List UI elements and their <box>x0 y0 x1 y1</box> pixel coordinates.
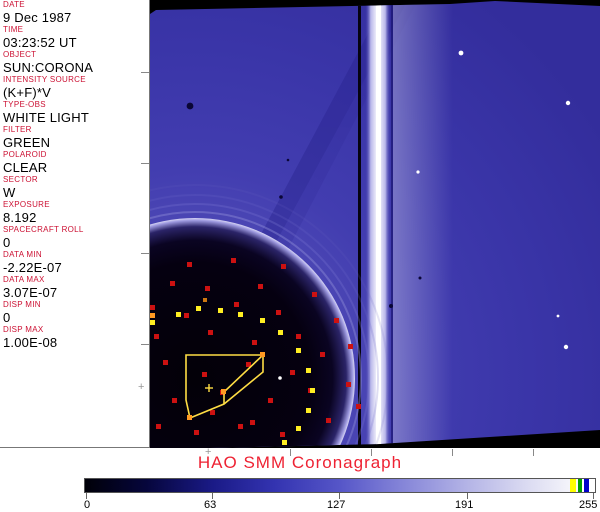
colorbar: 0 63 127 191 255 <box>84 478 598 512</box>
axis-tick-left-1 <box>141 72 149 73</box>
metadata-field-time: TIME 03:23:52 UT <box>0 25 149 50</box>
colorbar-label-255: 255 <box>579 499 598 511</box>
metadata-field-data-max: DATA MAX 3.07E-07 <box>0 275 149 300</box>
field-value: 03:23:52 UT <box>3 35 77 50</box>
dark-specks <box>186 102 422 308</box>
field-label: TYPE-OBS <box>3 100 46 109</box>
measurement-outline <box>185 354 264 420</box>
axis-tick-bottom-2 <box>371 449 372 456</box>
field-value: 9 Dec 1987 <box>3 10 72 25</box>
colorbar-label-0: 0 <box>84 499 91 511</box>
field-label: TIME <box>3 25 24 34</box>
axis-tick-bottom-center: + <box>205 446 212 458</box>
field-label: DATE <box>3 0 25 9</box>
field-value: W <box>3 185 16 200</box>
axis-tick-left-3 <box>141 253 149 254</box>
metadata-field-filter: FILTER GREEN <box>0 125 149 150</box>
metadata-sidebar: DATE 9 Dec 1987 TIME 03:23:52 UT OBJECT … <box>0 0 150 448</box>
field-label: SPACECRAFT ROLL <box>3 225 84 234</box>
field-label: EXPOSURE <box>3 200 50 209</box>
field-label: POLAROID <box>3 150 47 159</box>
colorbar-end-band-green <box>578 479 582 492</box>
axis-tick-bottom-4 <box>533 449 534 456</box>
centroid-crosshair <box>205 384 213 392</box>
metadata-field-sector: SECTOR W <box>0 175 149 200</box>
colorbar-tick <box>212 493 213 499</box>
colorbar-label-127: 127 <box>327 499 346 511</box>
axis-tick-left-center: + <box>138 381 145 393</box>
field-value: GREEN <box>3 135 51 150</box>
colorbar-label-191: 191 <box>455 499 474 511</box>
field-label: DISP MIN <box>3 300 41 309</box>
field-value: 1.00E-08 <box>3 335 58 350</box>
field-value: 0 <box>3 310 11 325</box>
field-label: DATA MIN <box>3 250 42 259</box>
metadata-field-object: OBJECT SUN:CORONA <box>0 50 149 75</box>
colorbar-tick <box>467 493 468 499</box>
field-value: 8.192 <box>3 210 37 225</box>
metadata-field-spacecraft-roll: SPACECRAFT ROLL 0 <box>0 225 149 250</box>
field-value: CLEAR <box>3 160 48 175</box>
diffraction-rings <box>150 184 389 448</box>
pylon-dark-line <box>358 1 361 448</box>
field-value: 3.07E-07 <box>3 285 58 300</box>
marker-yellow-group <box>150 306 315 445</box>
field-value: (K+F)*V <box>3 85 51 100</box>
occulting-disk <box>150 218 355 448</box>
field-label: INTENSITY SOURCE <box>3 75 86 84</box>
field-value: 0 <box>3 235 11 250</box>
metadata-field-polaroid: POLAROID CLEAR <box>0 150 149 175</box>
page-title: HAO SMM Coronagraph <box>197 453 403 472</box>
colorbar-ramp <box>84 478 596 493</box>
metadata-field-date: DATE 9 Dec 1987 <box>0 0 149 25</box>
metadata-field-data-min: DATA MIN -2.22E-07 <box>0 250 149 275</box>
colorbar-labels: 0 63 127 191 255 <box>84 499 598 512</box>
metadata-field-exposure: EXPOSURE 8.192 <box>0 200 149 225</box>
axis-tick-bottom-3 <box>452 449 453 456</box>
secondary-markers <box>203 298 207 302</box>
coronagraph-canvas <box>150 0 600 448</box>
field-value: SUN:CORONA <box>3 60 94 75</box>
pylon-streak-core <box>376 1 381 448</box>
colorbar-tick <box>593 493 594 499</box>
colorbar-end-band-blue <box>584 479 589 492</box>
field-label: DISP MAX <box>3 325 44 334</box>
field-value: -2.22E-07 <box>3 260 62 275</box>
axis-tick-left-4 <box>141 344 149 345</box>
field-label: SECTOR <box>3 175 38 184</box>
metadata-field-disp-max: DISP MAX 1.00E-08 <box>0 325 149 350</box>
field-label: DATA MAX <box>3 275 45 284</box>
point-sources <box>278 50 571 380</box>
colorbar-ticks <box>84 493 596 499</box>
metadata-field-disp-min: DISP MIN 0 <box>0 300 149 325</box>
metadata-field-type-obs: TYPE-OBS WHITE LIGHT <box>0 100 149 125</box>
axis-tick-bottom-1 <box>290 449 291 456</box>
field-value: WHITE LIGHT <box>3 110 89 125</box>
metadata-field-intensity-source: INTENSITY SOURCE (K+F)*V <box>0 75 149 100</box>
feature-markers <box>150 258 361 445</box>
colorbar-end-band-yellow <box>570 479 576 492</box>
field-of-view <box>150 1 600 448</box>
colorbar-tick <box>86 493 87 499</box>
coronagraph-image <box>150 0 600 448</box>
axis-tick-left-2 <box>141 163 149 164</box>
colorbar-tick <box>339 493 340 499</box>
field-label: OBJECT <box>3 50 37 59</box>
field-label: FILTER <box>3 125 32 134</box>
streak-halo <box>393 1 453 448</box>
outline-vertices <box>150 313 265 420</box>
pylon-edge-line <box>391 1 393 448</box>
colorbar-label-63: 63 <box>204 499 217 511</box>
